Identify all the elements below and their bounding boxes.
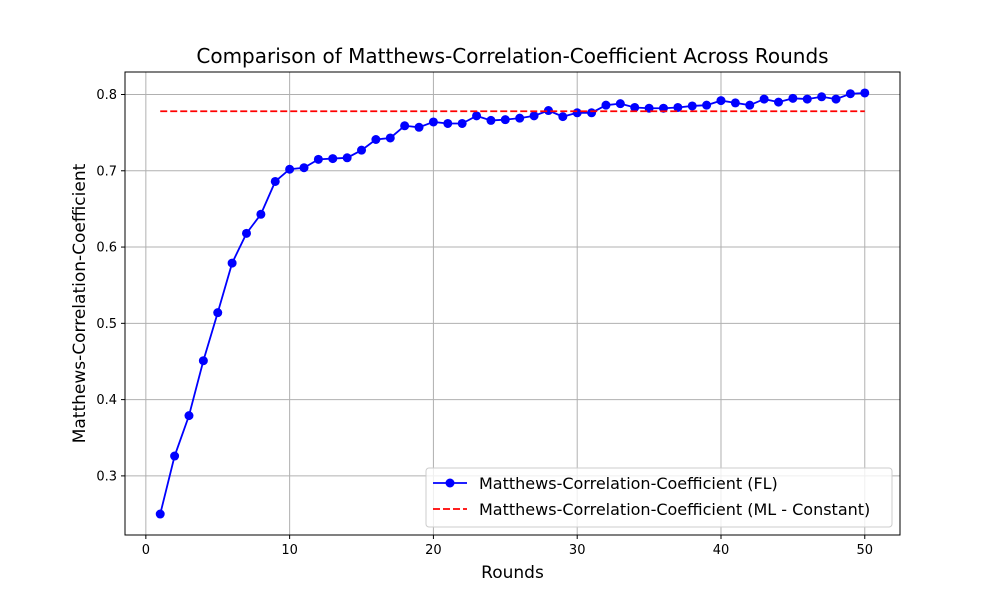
data-point-fl (313, 154, 323, 164)
legend-label-fl: Matthews-Correlation-Coefficient (FL) (479, 474, 778, 493)
data-point-fl (472, 111, 482, 121)
data-point-fl (155, 509, 165, 519)
data-point-fl (500, 115, 510, 125)
data-point-fl (745, 100, 755, 110)
data-point-fl (601, 100, 611, 110)
data-point-fl (198, 356, 208, 366)
data-point-fl (543, 106, 553, 116)
data-point-fl (630, 102, 640, 112)
plot-frame (124, 71, 901, 536)
data-point-fl (774, 97, 784, 107)
data-point-fl (285, 164, 295, 174)
data-point-fl (730, 98, 740, 108)
y-tick-label: 0.6 (96, 241, 117, 256)
data-point-fl (831, 94, 841, 104)
data-point-fl (759, 94, 769, 104)
y-tick-label: 0.8 (96, 88, 117, 103)
data-point-fl (673, 102, 683, 112)
data-point-fl (414, 122, 424, 132)
data-point-fl (385, 133, 395, 143)
data-point-fl (213, 308, 223, 318)
data-point-fl (558, 112, 568, 122)
x-tick-label: 0 (142, 543, 150, 558)
y-tick-label: 0.4 (96, 393, 117, 408)
data-point-fl (587, 108, 597, 118)
x-axis-label: Rounds (481, 563, 544, 583)
legend-swatch-fl-marker (445, 478, 455, 488)
data-point-fl (702, 100, 712, 110)
data-point-fl (371, 135, 381, 145)
data-point-fl (817, 92, 827, 102)
legend: Matthews-Correlation-Coefficient (FL) Ma… (425, 467, 893, 528)
legend-box (425, 467, 893, 528)
data-point-fl (299, 163, 309, 173)
ticks: 0 10 20 30 40 50 0.3 0.4 0.5 0.6 0.7 0.8 (96, 88, 873, 558)
data-point-fl (428, 117, 438, 127)
data-point-fl (270, 176, 280, 186)
x-tick-label: 50 (856, 543, 873, 558)
data-point-fl (486, 115, 496, 125)
data-point-fl (457, 118, 467, 128)
data-point-fl (170, 451, 180, 461)
data-point-fl (443, 118, 453, 128)
chart-title: Comparison of Matthews-Correlation-Coeff… (196, 44, 828, 68)
data-point-fl (256, 209, 266, 219)
data-point-fl (241, 228, 251, 238)
y-axis-label: Matthews-Correlation-Coefficient (70, 163, 90, 443)
y-tick-label: 0.3 (96, 469, 117, 484)
data-point-fl (572, 108, 582, 118)
y-tick-label: 0.7 (96, 164, 117, 179)
data-point-fl (615, 99, 625, 109)
legend-label-ml: Matthews-Correlation-Coefficient (ML - C… (479, 500, 870, 519)
data-point-fl (845, 89, 855, 99)
data-point-fl (802, 94, 812, 104)
data-point-fl (788, 93, 798, 103)
data-point-fl (328, 154, 338, 164)
data-point-fl (860, 88, 870, 98)
y-tick-label: 0.5 (96, 317, 117, 332)
x-tick-label: 20 (425, 543, 442, 558)
data-point-fl (687, 101, 697, 111)
x-tick-label: 30 (569, 543, 586, 558)
data-point-fl (342, 153, 352, 163)
series-layer (155, 88, 870, 519)
data-point-fl (716, 96, 726, 106)
x-tick-label: 10 (281, 543, 298, 558)
data-point-fl (357, 145, 367, 155)
data-point-fl (515, 113, 525, 123)
data-point-fl (529, 111, 539, 121)
data-point-fl (400, 121, 410, 131)
data-point-fl (227, 258, 237, 268)
data-point-fl (184, 411, 194, 421)
x-tick-label: 40 (713, 543, 730, 558)
